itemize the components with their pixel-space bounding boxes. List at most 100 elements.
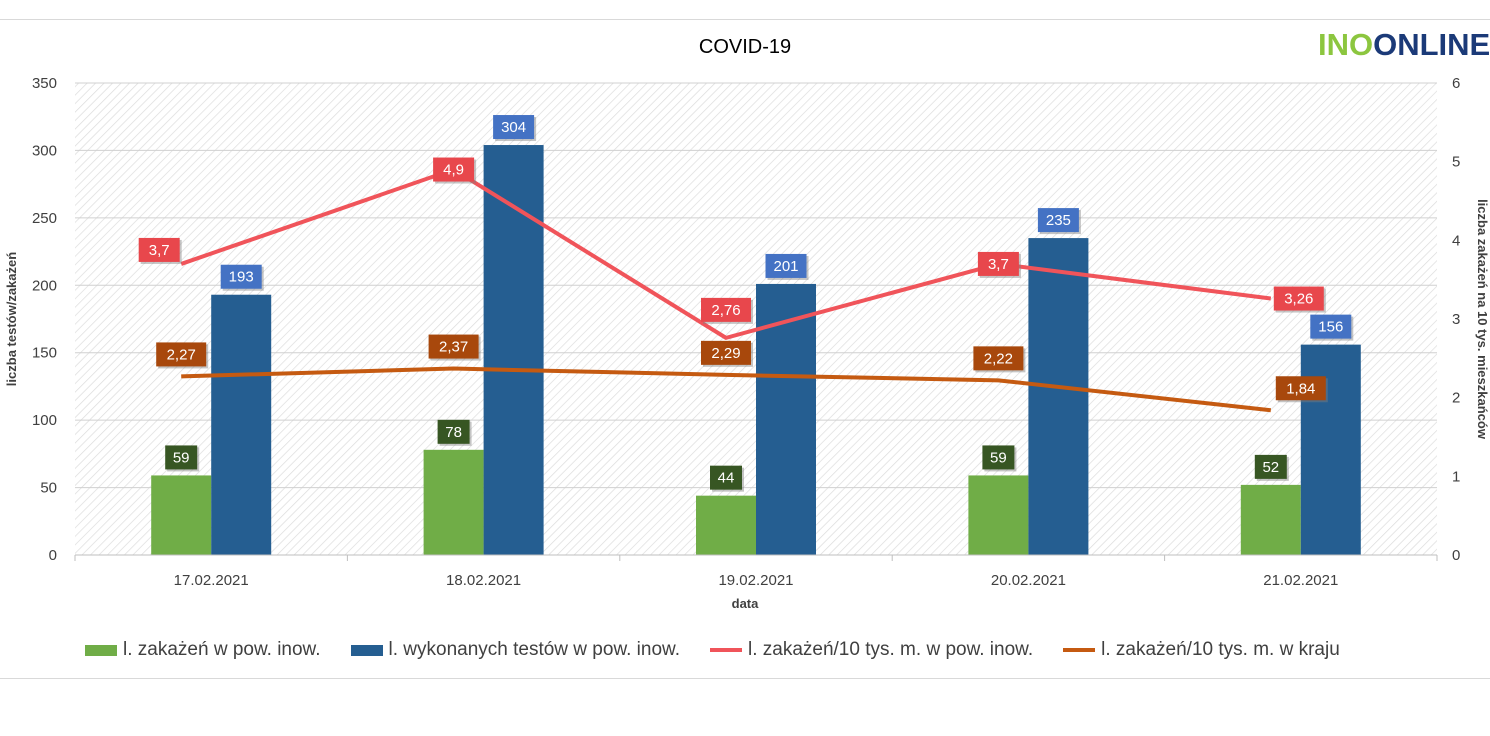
x-tick-label: 17.02.2021 <box>174 572 249 589</box>
bar-infections <box>423 449 484 555</box>
data-label-tests: 201 <box>773 258 798 275</box>
y-tick-right: 3 <box>1452 311 1460 328</box>
bar-tests <box>756 283 816 555</box>
legend-line-country-rate <box>1063 648 1096 652</box>
x-tick-label: 18.02.2021 <box>446 572 521 589</box>
chart-title: COVID-19 <box>699 36 791 58</box>
data-label-country-rate: 2,27 <box>167 346 196 363</box>
y-tick-left: 300 <box>32 142 57 159</box>
chart-legend: l. zakażeń w pow. inow. l. wykonanych te… <box>85 639 1340 661</box>
data-label-country-rate-box <box>701 340 751 365</box>
data-label-local-rate-box <box>433 157 475 182</box>
y-axis-title-right: liczba zakażeń na 10 tys. mieszkańców <box>1475 199 1490 440</box>
data-label-country-rate: 1,84 <box>1286 380 1315 397</box>
frame-top-border <box>0 19 1490 20</box>
data-label-local-rate-group: 2,76 <box>701 297 753 324</box>
data-label-country-rate-group: 2,27 <box>156 342 209 369</box>
bar-tests <box>211 294 272 555</box>
y-tick-left: 350 <box>32 75 57 92</box>
data-label-tests: 304 <box>501 119 526 136</box>
x-tick-label: 20.02.2021 <box>991 572 1066 589</box>
bar-tests <box>1028 238 1089 556</box>
data-label-country-rate-group: 2,29 <box>701 340 753 367</box>
data-label-tests-group: 156 <box>1310 314 1354 341</box>
x-tick-label: 21.02.2021 <box>1263 572 1338 589</box>
y-axis-title-left: liczba testów/zakażeń <box>4 252 19 386</box>
data-label-local-rate-group: 4,9 <box>433 157 477 184</box>
data-label-local-rate: 4,9 <box>443 162 464 179</box>
data-label-tests-box <box>765 253 807 278</box>
data-label-tests-box <box>1037 208 1079 233</box>
data-label-local-rate-group: 3,7 <box>138 237 182 264</box>
y-tick-right: 0 <box>1452 547 1460 564</box>
legend-label-local-rate: l. zakażeń/10 tys. m. w pow. inow. <box>747 639 1034 660</box>
data-label-tests-group: 304 <box>493 115 537 142</box>
line-country-rate <box>181 366 1272 413</box>
y-tick-left: 0 <box>49 547 57 564</box>
data-label-tests-group: 235 <box>1037 208 1081 235</box>
data-label-country-rate-box <box>156 342 207 367</box>
data-label-tests-box <box>1310 314 1352 339</box>
legend-item-infections: l. zakażeń w pow. inow. <box>85 639 321 661</box>
data-label-country-rate-group: 2,37 <box>428 334 481 361</box>
line-local-rate <box>180 167 1272 340</box>
y-tick-right: 6 <box>1452 75 1460 92</box>
y-tick-left: 150 <box>32 345 57 362</box>
data-label-tests: 156 <box>1318 319 1343 336</box>
legend-label-infections: l. zakażeń w pow. inow. <box>123 639 321 660</box>
data-label-infections: 52 <box>1262 459 1279 476</box>
bar-infections <box>1240 484 1301 555</box>
data-label-country-rate: 2,37 <box>439 339 468 356</box>
logo-part-ino: INO <box>1318 27 1374 62</box>
data-label-tests-box <box>220 264 262 289</box>
y-tick-right: 1 <box>1452 468 1460 485</box>
bar-tests <box>1300 344 1361 555</box>
y-tick-right: 2 <box>1452 390 1460 407</box>
y-tick-left: 100 <box>32 412 57 429</box>
data-label-infections-box <box>437 419 470 444</box>
legend-label-country-rate: l. zakażeń/10 tys. m. w kraju <box>1101 639 1340 660</box>
x-tick-label: 19.02.2021 <box>718 572 793 589</box>
y-tick-left: 250 <box>32 210 57 227</box>
data-label-infections-box <box>710 465 742 490</box>
data-label-local-rate-group: 3,26 <box>1273 286 1326 313</box>
inoonline-logo: INOONLINE <box>1318 28 1490 62</box>
legend-item-tests: l. wykonanych testów w pow. inow. <box>350 639 680 661</box>
data-label-infections-box <box>1254 454 1287 479</box>
data-label-tests-group: 201 <box>765 253 809 280</box>
data-label-local-rate-box <box>138 237 180 262</box>
data-label-local-rate: 3,7 <box>988 256 1009 273</box>
data-label-country-rate-group: 1,84 <box>1275 376 1328 403</box>
data-label-local-rate-box <box>1273 286 1324 311</box>
y-tick-left: 50 <box>40 480 57 497</box>
data-label-infections: 59 <box>990 449 1007 466</box>
legend-label-tests: l. wykonanych testów w pow. inow. <box>388 639 680 660</box>
data-label-infections-group: 59 <box>982 445 1017 472</box>
data-label-country-rate-box <box>973 346 1024 371</box>
legend-line-local-rate <box>709 648 742 652</box>
data-label-tests-group: 193 <box>220 264 264 291</box>
frame-bottom-border <box>0 678 1490 679</box>
bar-infections <box>696 495 756 555</box>
data-label-infections-box <box>165 445 198 470</box>
legend-swatch-infections <box>85 644 117 656</box>
data-label-infections: 44 <box>718 470 735 487</box>
data-label-local-rate-group: 3,7 <box>977 251 1021 278</box>
data-label-tests-box <box>493 115 535 140</box>
x-axis-title: data <box>732 596 760 611</box>
bar-infections <box>968 475 1029 555</box>
data-label-infections-group: 78 <box>437 419 472 446</box>
data-label-local-rate: 3,7 <box>149 242 170 259</box>
data-label-local-rate: 3,26 <box>1284 291 1313 308</box>
data-label-infections-group: 44 <box>710 465 744 492</box>
data-label-infections: 59 <box>173 449 190 466</box>
logo-part-online: ONLINE <box>1373 27 1490 62</box>
data-label-country-rate-group: 2,22 <box>973 346 1026 373</box>
legend-swatch-tests <box>350 644 383 656</box>
legend-item-country-rate: l. zakażeń/10 tys. m. w kraju <box>1063 639 1340 661</box>
bar-infections <box>151 475 212 555</box>
data-label-local-rate-box <box>701 297 751 322</box>
data-label-local-rate-box <box>977 251 1019 276</box>
legend-item-local-rate: l. zakażeń/10 tys. m. w pow. inow. <box>709 639 1034 661</box>
